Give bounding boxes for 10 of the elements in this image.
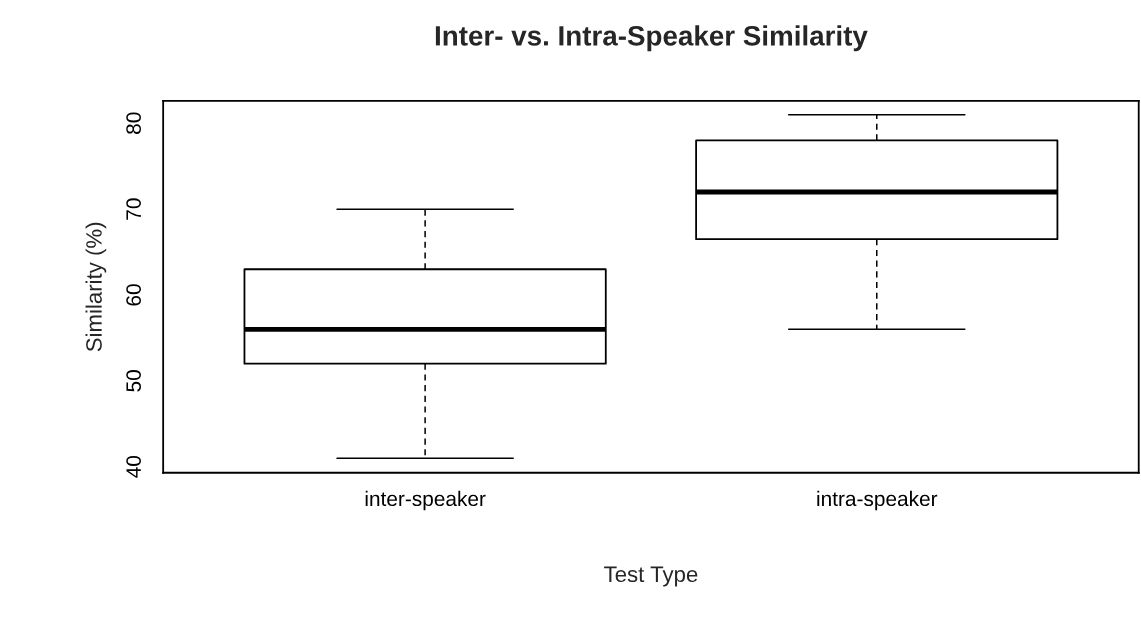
x-tick-label: intra-speaker bbox=[817, 490, 938, 511]
y-axis-title: Similarity (%) bbox=[85, 222, 107, 352]
x-tick-label: inter-speaker bbox=[365, 490, 486, 511]
y-tick-label: 40 bbox=[126, 455, 141, 478]
y-tick-label: 70 bbox=[126, 198, 141, 220]
y-tick-label: 80 bbox=[126, 112, 141, 134]
chart-title: Inter- vs. Intra-Speaker Similarity bbox=[435, 25, 868, 52]
y-tick-label: 50 bbox=[126, 370, 141, 392]
y-tick-label: 60 bbox=[126, 284, 141, 306]
x-axis-title: Test Type bbox=[604, 566, 698, 587]
